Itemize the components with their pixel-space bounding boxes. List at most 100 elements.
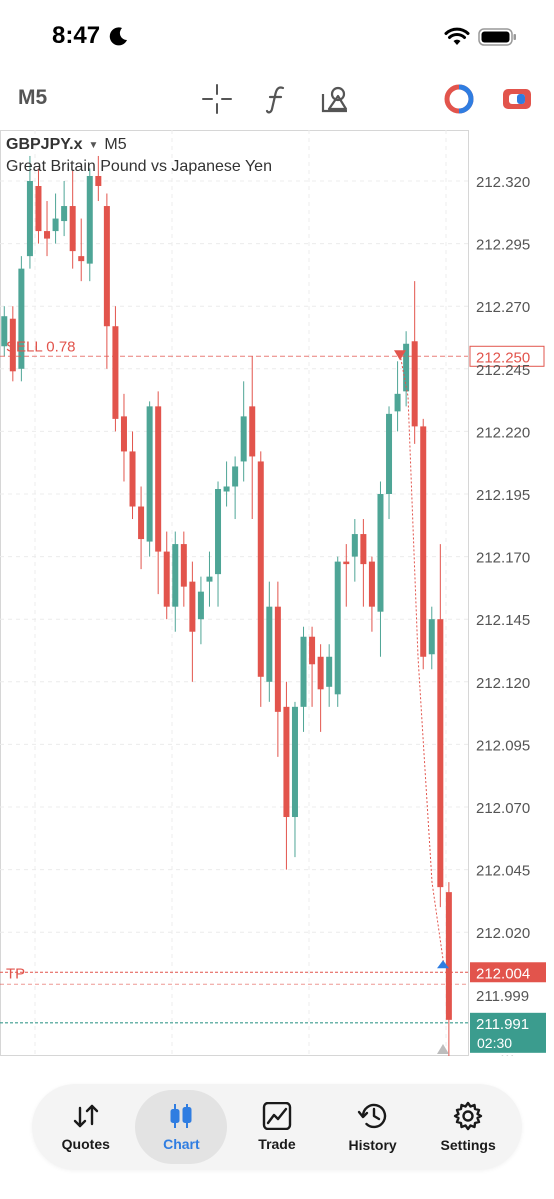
tp-price-text: 212.004 [476,965,530,982]
candle-body [300,636,307,707]
candle [61,181,68,237]
candle-body [35,186,42,232]
bid-price-text: 211.991 [476,1016,529,1033]
candle [403,331,410,407]
price-tick-label: 212.295 [476,237,530,254]
candle [274,581,281,757]
candle-body [411,341,418,427]
candle [437,544,444,908]
candle [386,406,393,520]
trade-icon [262,1102,292,1130]
more-options: ••• [500,1049,515,1056]
chevron-down-icon[interactable]: ▼ [88,139,99,151]
tp-level-label: TP [6,965,25,982]
candle [189,561,196,682]
candle [172,531,179,632]
nav-label: Quotes [61,1136,110,1152]
status-bar: 8:47 [0,0,554,72]
candle-body [52,218,59,232]
candle-body [155,406,162,552]
candle [300,626,307,732]
candle [9,306,16,382]
candle [197,576,204,645]
price-tick-label: 212.095 [476,737,530,754]
candle-body [1,316,8,347]
candle-body [215,488,222,575]
chart-canvas[interactable]: SELL 0.78 212.250 TP 212.004 211.991 02:30•••… [0,130,554,1056]
color-theme-icon[interactable] [442,82,476,116]
price-tick-label: 212.170 [476,550,530,567]
nav-trade[interactable]: Trade [231,1090,323,1164]
candle-body [86,175,93,264]
nav-settings[interactable]: Settings [422,1090,514,1164]
price-tick-label: 212.070 [476,800,530,817]
chart-toolbar: M5 [0,74,554,124]
scroll-marker [437,1044,449,1054]
candle-body [18,268,25,369]
nav-label: Trade [258,1136,296,1152]
candle-body [9,318,16,372]
candle [69,170,76,269]
price-tick-label: 212.320 [476,174,530,191]
candle [206,551,213,607]
candle [368,556,375,632]
candle-body [26,181,33,257]
timeframe-selector[interactable]: M5 [18,86,48,109]
nav-chart[interactable]: Chart [135,1090,228,1164]
sell-price-tag [469,345,545,367]
candle [86,168,93,282]
candle-body [420,426,427,657]
indicators-icon[interactable] [260,82,294,116]
candle-body [163,551,170,607]
candle-body [223,486,230,492]
candle-body [334,561,341,695]
candle [317,644,324,732]
candle [78,218,85,282]
objects-icon[interactable] [318,82,352,116]
trade-overlays: SELL 0.78 212.250 TP 212.004 211.991 02:30••• [0,338,546,1056]
sell-level-label: SELL 0.78 [6,338,76,355]
candle [52,193,59,244]
plot-frame [0,130,469,1056]
candle [351,519,358,582]
candle-body [291,706,298,818]
candle [232,456,239,520]
candle-body [351,534,358,557]
candle-body [283,706,290,818]
tp-price-tag [470,962,546,983]
candle [1,306,8,357]
candle [291,701,298,858]
symbol-timeframe: M5 [104,136,127,153]
candle-body [95,175,102,187]
candle [95,155,102,202]
symbol-name[interactable]: GBPJPY.x [6,136,83,153]
bottom-navigation: Quotes Chart Trade History [32,1084,522,1170]
candle-body [129,451,136,507]
candle [343,544,350,607]
candle [411,281,418,444]
candle [240,381,247,482]
candle-body [206,576,213,582]
symbol-info[interactable]: GBPJPY.x ▼ M5 [6,136,127,154]
settings-icon [453,1101,483,1131]
toggle-icon[interactable] [500,82,534,116]
nav-history[interactable]: History [327,1090,419,1164]
tp-arrow [437,960,449,969]
candle [394,361,401,432]
candle-body [368,561,375,607]
candle [138,486,145,570]
candle [445,882,452,1056]
candle [223,461,230,507]
nav-quotes[interactable]: Quotes [40,1090,132,1164]
price-chart[interactable]: SELL 0.78 212.250 TP 212.004 211.991 02:30•••… [0,130,554,1056]
quotes-icon [73,1104,98,1128]
sell-entry-arrow [394,350,406,361]
candle-body [403,343,410,392]
sell-price-text: 212.250 [476,349,530,366]
nav-label: Chart [163,1136,200,1152]
status-time: 8:47 [52,22,101,49]
candle-body [172,544,179,607]
candle-body [274,606,281,712]
candle-body [249,406,256,457]
crosshair-icon[interactable] [200,82,234,116]
